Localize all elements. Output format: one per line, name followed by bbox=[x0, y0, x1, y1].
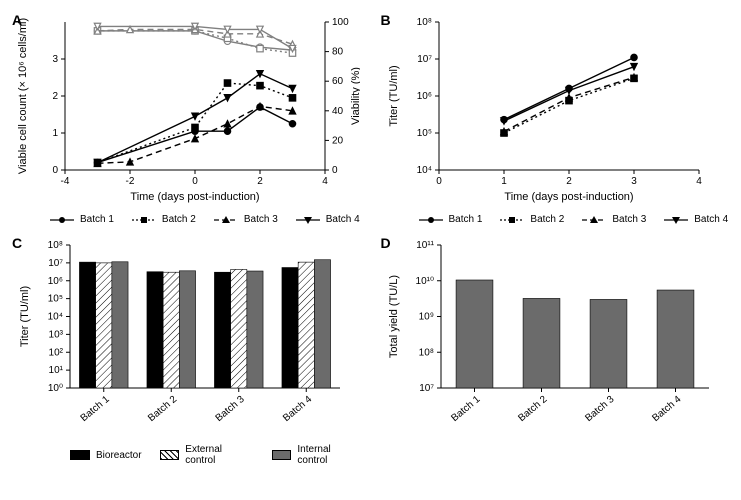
svg-text:80: 80 bbox=[332, 47, 344, 58]
svg-text:Batch 2: Batch 2 bbox=[516, 394, 549, 425]
svg-text:20: 20 bbox=[332, 135, 344, 146]
svg-text:10¹⁰: 10¹⁰ bbox=[415, 276, 433, 287]
svg-text:Time (days post-induction): Time (days post-induction) bbox=[504, 191, 633, 203]
svg-text:10⁸: 10⁸ bbox=[48, 240, 63, 251]
svg-text:10⁸: 10⁸ bbox=[418, 347, 433, 358]
svg-text:-4: -4 bbox=[61, 176, 70, 187]
svg-text:0: 0 bbox=[436, 176, 442, 187]
panel-c-label: C bbox=[12, 235, 22, 251]
svg-text:4: 4 bbox=[322, 176, 328, 187]
panel-a-chart: -4-20240123020406080100Time (days post-i… bbox=[10, 10, 360, 210]
svg-text:Time (days post-induction): Time (days post-induction) bbox=[130, 191, 259, 203]
legend-item: Internal control bbox=[272, 444, 363, 466]
figure-grid: A -4-20240123020406080100Time (days post… bbox=[10, 10, 731, 466]
svg-text:10⁵: 10⁵ bbox=[416, 128, 431, 139]
panel-d: D 10⁷ 10⁸ 10⁹ 10¹⁰ 10¹¹ Total yield (TU/L) Bat… bbox=[379, 233, 732, 466]
legend-label: Batch 3 bbox=[612, 214, 646, 225]
panel-b: B 0 1 2 3 4 10⁴ 10⁵ 10⁶ 10⁷ 10⁸ Time (days post-in… bbox=[379, 10, 732, 225]
svg-text:10⁰: 10⁰ bbox=[48, 383, 63, 394]
legend-item: Batch 2 bbox=[500, 214, 564, 225]
legend-label: Batch 1 bbox=[449, 214, 483, 225]
svg-text:10⁶: 10⁶ bbox=[416, 91, 431, 102]
svg-text:-2: -2 bbox=[126, 176, 135, 187]
svg-text:Viability (%): Viability (%) bbox=[350, 67, 360, 125]
svg-text:Titer (TU/ml): Titer (TU/ml) bbox=[388, 65, 400, 126]
svg-text:Total yield (TU/L): Total yield (TU/L) bbox=[388, 275, 400, 358]
legend-item: Batch 4 bbox=[664, 214, 728, 225]
panel-d-chart: 10⁷ 10⁸ 10⁹ 10¹⁰ 10¹¹ Total yield (TU/L) Batch… bbox=[379, 233, 729, 438]
legend-item: Bioreactor bbox=[70, 444, 142, 466]
legend-label: Batch 4 bbox=[326, 214, 360, 225]
panel-b-chart: 0 1 2 3 4 10⁴ 10⁵ 10⁶ 10⁷ 10⁸ Time (days post-indu… bbox=[379, 10, 729, 210]
svg-text:Viable cell count (× 10⁶ cells: Viable cell count (× 10⁶ cells/ml) bbox=[17, 18, 29, 174]
legend-label: Batch 1 bbox=[80, 214, 114, 225]
svg-text:Batch 4: Batch 4 bbox=[650, 394, 683, 425]
panel-a-label: A bbox=[12, 12, 22, 28]
legend-item: Batch 3 bbox=[214, 214, 278, 225]
panel-d-label: D bbox=[381, 235, 391, 251]
legend-label: External control bbox=[185, 444, 253, 466]
svg-text:0: 0 bbox=[332, 165, 338, 176]
svg-text:10⁸: 10⁸ bbox=[416, 17, 431, 28]
svg-text:10⁶: 10⁶ bbox=[48, 276, 63, 287]
panel-c-legend: Bioreactor External control Internal con… bbox=[70, 444, 363, 466]
svg-text:10⁷: 10⁷ bbox=[417, 54, 432, 65]
svg-text:10²: 10² bbox=[49, 347, 64, 358]
svg-text:2: 2 bbox=[52, 91, 58, 102]
legend-label: Batch 2 bbox=[530, 214, 564, 225]
svg-text:10⁹: 10⁹ bbox=[418, 312, 433, 323]
legend-label: Batch 2 bbox=[162, 214, 196, 225]
panel-c-chart: 10⁰ 10¹ 10² 10³ 10⁴ 10⁵ 10⁶ 10⁷ 10⁸ Titer (TU/ml)… bbox=[10, 233, 360, 438]
svg-text:Batch 3: Batch 3 bbox=[583, 394, 616, 425]
svg-text:1: 1 bbox=[52, 128, 58, 139]
svg-text:Batch 1: Batch 1 bbox=[449, 394, 482, 425]
svg-text:Batch 2: Batch 2 bbox=[146, 394, 179, 425]
svg-text:10³: 10³ bbox=[49, 329, 64, 340]
svg-text:3: 3 bbox=[631, 176, 637, 187]
svg-text:1: 1 bbox=[501, 176, 507, 187]
svg-text:10⁷: 10⁷ bbox=[48, 258, 63, 269]
legend-item: External control bbox=[160, 444, 254, 466]
svg-text:4: 4 bbox=[696, 176, 702, 187]
panel-a: A -4-20240123020406080100Time (days post… bbox=[10, 10, 363, 225]
svg-text:0: 0 bbox=[192, 176, 198, 187]
panel-b-legend: Batch 1 Batch 2 Batch 3 Batch 4 bbox=[419, 214, 732, 225]
legend-item: Batch 2 bbox=[132, 214, 196, 225]
legend-label: Internal control bbox=[297, 444, 362, 466]
panel-c: C 10⁰ 10¹ 10² 10³ 10⁴ 10⁵ 10⁶ 10⁷ 10⁸ Titer (TU/m… bbox=[10, 233, 363, 466]
svg-text:10⁷: 10⁷ bbox=[419, 383, 434, 394]
svg-text:3: 3 bbox=[52, 54, 58, 65]
panel-b-label: B bbox=[381, 12, 391, 28]
svg-text:Titer (TU/ml): Titer (TU/ml) bbox=[19, 286, 31, 347]
legend-label: Bioreactor bbox=[96, 450, 142, 461]
svg-text:2: 2 bbox=[566, 176, 572, 187]
svg-text:10⁵: 10⁵ bbox=[48, 294, 63, 305]
svg-text:10⁴: 10⁴ bbox=[416, 165, 431, 176]
legend-item: Batch 4 bbox=[296, 214, 360, 225]
svg-text:Batch 4: Batch 4 bbox=[281, 394, 314, 425]
svg-text:2: 2 bbox=[257, 176, 263, 187]
legend-item: Batch 1 bbox=[419, 214, 483, 225]
svg-text:Batch 1: Batch 1 bbox=[79, 394, 112, 425]
legend-item: Batch 3 bbox=[582, 214, 646, 225]
legend-item: Batch 1 bbox=[50, 214, 114, 225]
svg-text:10⁴: 10⁴ bbox=[48, 312, 63, 323]
svg-text:Batch 3: Batch 3 bbox=[214, 394, 247, 425]
legend-label: Batch 4 bbox=[694, 214, 728, 225]
svg-text:60: 60 bbox=[332, 76, 344, 87]
svg-text:10¹¹: 10¹¹ bbox=[416, 240, 434, 251]
legend-label: Batch 3 bbox=[244, 214, 278, 225]
svg-text:100: 100 bbox=[332, 17, 349, 28]
panel-a-legend: Batch 1 Batch 2 Batch 3 Batch 4 bbox=[50, 214, 363, 225]
svg-text:40: 40 bbox=[332, 106, 344, 117]
svg-text:0: 0 bbox=[52, 165, 58, 176]
svg-text:10¹: 10¹ bbox=[49, 365, 64, 376]
